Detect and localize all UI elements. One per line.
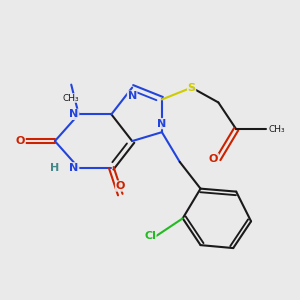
Text: H: H [50,163,59,173]
Text: N: N [69,163,79,173]
Text: O: O [116,181,125,191]
Text: N: N [69,109,79,119]
Text: O: O [16,136,25,146]
Text: N: N [128,91,137,101]
Text: Cl: Cl [144,231,156,241]
Text: N: N [157,118,167,129]
Text: O: O [209,154,218,164]
Text: CH₃: CH₃ [269,125,286,134]
Text: S: S [188,82,196,93]
Text: CH₃: CH₃ [63,94,80,103]
